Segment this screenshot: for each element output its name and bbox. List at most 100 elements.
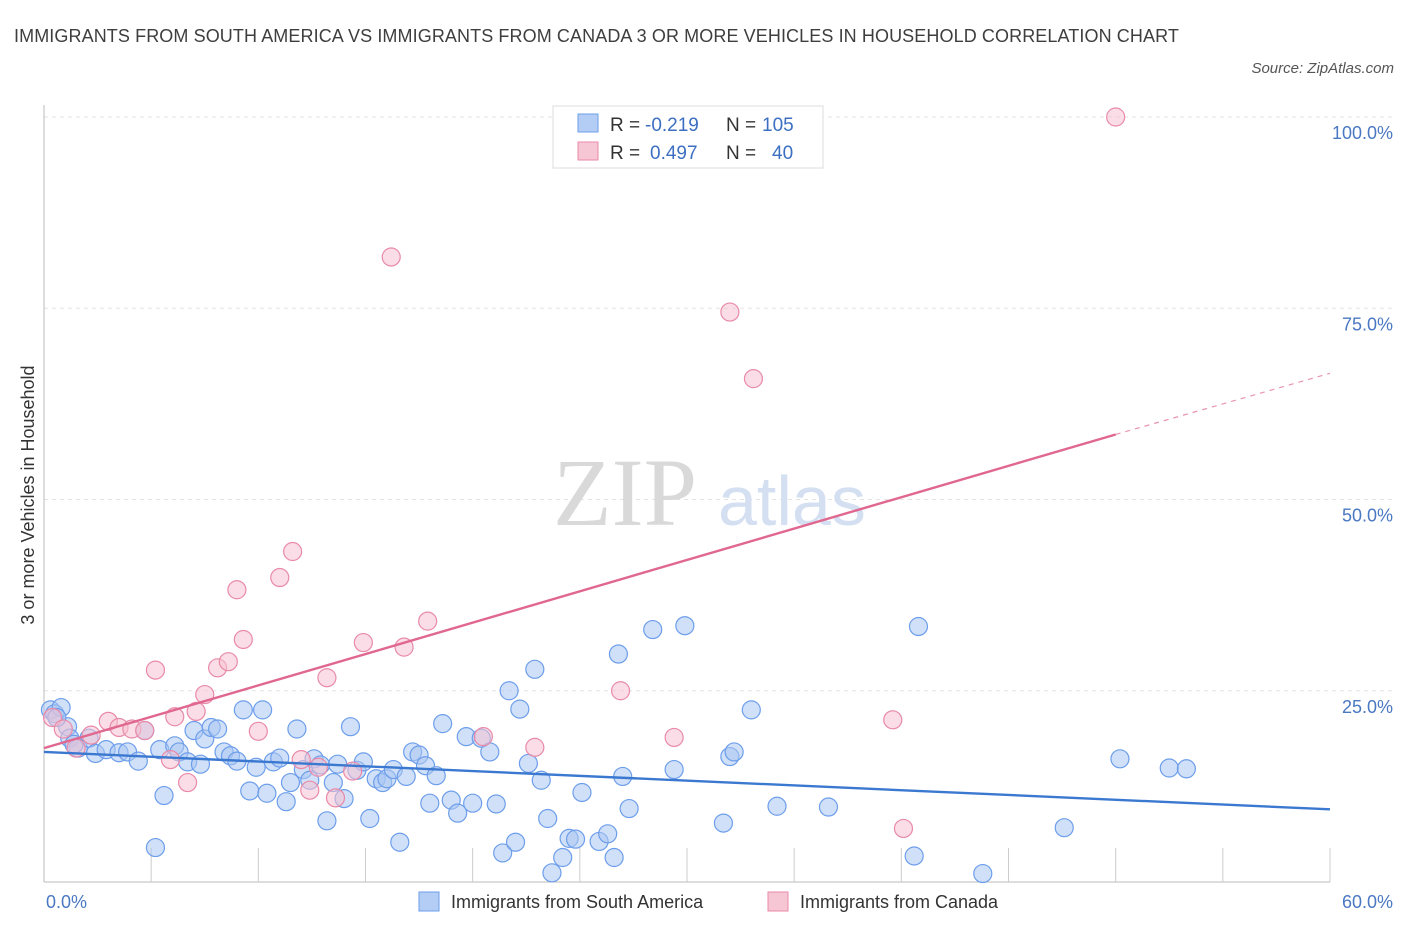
legend-swatch-blue bbox=[577, 113, 599, 133]
point-canada-33 bbox=[664, 727, 684, 748]
correlation-legend: R = -0.219 N = 105 R = 0.497 N = 40 bbox=[552, 105, 824, 169]
point-south-america-90 bbox=[713, 813, 734, 833]
bottom-legend-label-2: Immigrants from Canada bbox=[800, 892, 999, 912]
y-tick-label-0: 25.0% bbox=[1342, 697, 1393, 717]
x-ticks bbox=[150, 848, 1331, 882]
point-canada-27 bbox=[381, 247, 401, 267]
point-canada-15 bbox=[218, 652, 238, 672]
point-south-america-83 bbox=[604, 847, 624, 868]
bottom-legend-swatch-pink bbox=[767, 891, 789, 912]
point-south-america-72 bbox=[518, 753, 538, 774]
point-south-america-94 bbox=[767, 796, 787, 816]
point-canada-32 bbox=[610, 681, 631, 701]
point-canada-24 bbox=[325, 788, 346, 808]
point-south-america-36 bbox=[287, 719, 307, 739]
series-south-america-points bbox=[40, 616, 1196, 884]
bottom-legend-swatch-blue bbox=[418, 891, 440, 912]
point-south-america-13 bbox=[145, 837, 166, 858]
point-south-america-35 bbox=[280, 772, 301, 793]
trend-line-1 bbox=[43, 433, 1117, 750]
point-canada-35 bbox=[743, 369, 764, 389]
trend-line-dashed-1 bbox=[1115, 372, 1331, 436]
legend-n-label-1: N = bbox=[726, 115, 756, 136]
legend-n-value-2: 40 bbox=[772, 143, 793, 164]
legend-n-label-2: N = bbox=[726, 143, 756, 164]
point-south-america-67 bbox=[486, 794, 506, 814]
point-canada-23 bbox=[317, 668, 337, 688]
y-tick-label-3: 100.0% bbox=[1332, 123, 1393, 143]
point-south-america-89 bbox=[675, 616, 695, 636]
point-south-america-41 bbox=[317, 811, 337, 831]
point-south-america-88 bbox=[664, 759, 684, 780]
point-south-america-60 bbox=[433, 714, 453, 734]
legend-swatch-pink bbox=[577, 141, 599, 161]
x-tick-label-0: 0.0% bbox=[46, 892, 87, 912]
point-canada-38 bbox=[1106, 107, 1126, 127]
point-canada-9 bbox=[160, 749, 181, 770]
point-canada-31 bbox=[525, 737, 545, 757]
point-south-america-73 bbox=[525, 659, 545, 679]
point-south-america-48 bbox=[360, 808, 380, 829]
point-south-america-95 bbox=[818, 797, 839, 817]
point-canada-30 bbox=[473, 727, 493, 747]
point-south-america-33 bbox=[270, 748, 290, 768]
point-canada-34 bbox=[720, 302, 740, 322]
legend-r-value-2: 0.497 bbox=[650, 143, 698, 164]
point-south-america-102 bbox=[1176, 759, 1196, 779]
point-south-america-31 bbox=[257, 783, 277, 803]
chart-title: IMMIGRANTS FROM SOUTH AMERICA VS IMMIGRA… bbox=[14, 26, 1179, 46]
y-tick-label-2: 75.0% bbox=[1342, 314, 1393, 334]
point-canada-21 bbox=[291, 749, 311, 770]
point-canada-36 bbox=[883, 710, 903, 730]
point-south-america-15 bbox=[154, 785, 174, 806]
point-south-america-68 bbox=[493, 843, 513, 863]
point-south-america-75 bbox=[538, 808, 558, 829]
point-canada-8 bbox=[145, 660, 166, 680]
y-axis-title: 3 or more Vehicles in Household bbox=[18, 365, 38, 624]
legend-r-value-1: -0.219 bbox=[645, 115, 699, 136]
point-canada-1 bbox=[53, 719, 73, 739]
point-south-america-59 bbox=[426, 766, 446, 786]
point-south-america-84 bbox=[608, 644, 629, 664]
point-south-america-74 bbox=[531, 770, 551, 790]
point-south-america-58 bbox=[420, 793, 440, 813]
point-canada-37 bbox=[893, 818, 914, 839]
point-south-america-98 bbox=[973, 863, 993, 884]
point-canada-19 bbox=[270, 567, 290, 588]
point-south-america-53 bbox=[390, 832, 410, 852]
point-south-america-80 bbox=[572, 782, 592, 803]
point-canada-26 bbox=[353, 632, 373, 653]
point-south-america-86 bbox=[619, 798, 639, 819]
point-south-america-30 bbox=[253, 700, 273, 720]
point-south-america-62 bbox=[448, 803, 468, 823]
watermark-zip: ZIP bbox=[553, 439, 697, 546]
point-south-america-97 bbox=[908, 616, 929, 637]
legend-r-label-1: R = bbox=[610, 115, 640, 136]
point-south-america-23 bbox=[208, 719, 228, 739]
point-canada-18 bbox=[248, 721, 268, 741]
point-south-america-82 bbox=[598, 824, 618, 844]
point-south-america-76 bbox=[542, 863, 562, 883]
series-legend: Immigrants from South America Immigrants… bbox=[418, 891, 999, 912]
point-canada-16 bbox=[227, 580, 247, 600]
point-south-america-34 bbox=[276, 792, 296, 812]
point-south-america-69 bbox=[499, 681, 519, 701]
point-canada-20 bbox=[283, 541, 303, 562]
legend-n-value-1: 105 bbox=[762, 115, 794, 136]
point-south-america-45 bbox=[340, 717, 361, 737]
x-tick-label-1: 60.0% bbox=[1342, 892, 1393, 912]
watermark-atlas: atlas bbox=[718, 462, 866, 540]
point-south-america-77 bbox=[553, 847, 573, 868]
y-tick-label-1: 50.0% bbox=[1342, 506, 1393, 526]
legend-r-label-2: R = bbox=[610, 143, 640, 164]
point-south-america-54 bbox=[396, 766, 416, 787]
point-canada-7 bbox=[135, 720, 155, 741]
grid-lines bbox=[44, 116, 1393, 692]
trend-lines bbox=[43, 372, 1331, 811]
point-south-america-93 bbox=[741, 700, 761, 720]
point-south-america-96 bbox=[904, 846, 924, 866]
point-south-america-101 bbox=[1159, 758, 1179, 778]
point-south-america-79 bbox=[565, 829, 586, 849]
x-tick-labels: 0.0% 60.0% bbox=[46, 892, 1393, 912]
